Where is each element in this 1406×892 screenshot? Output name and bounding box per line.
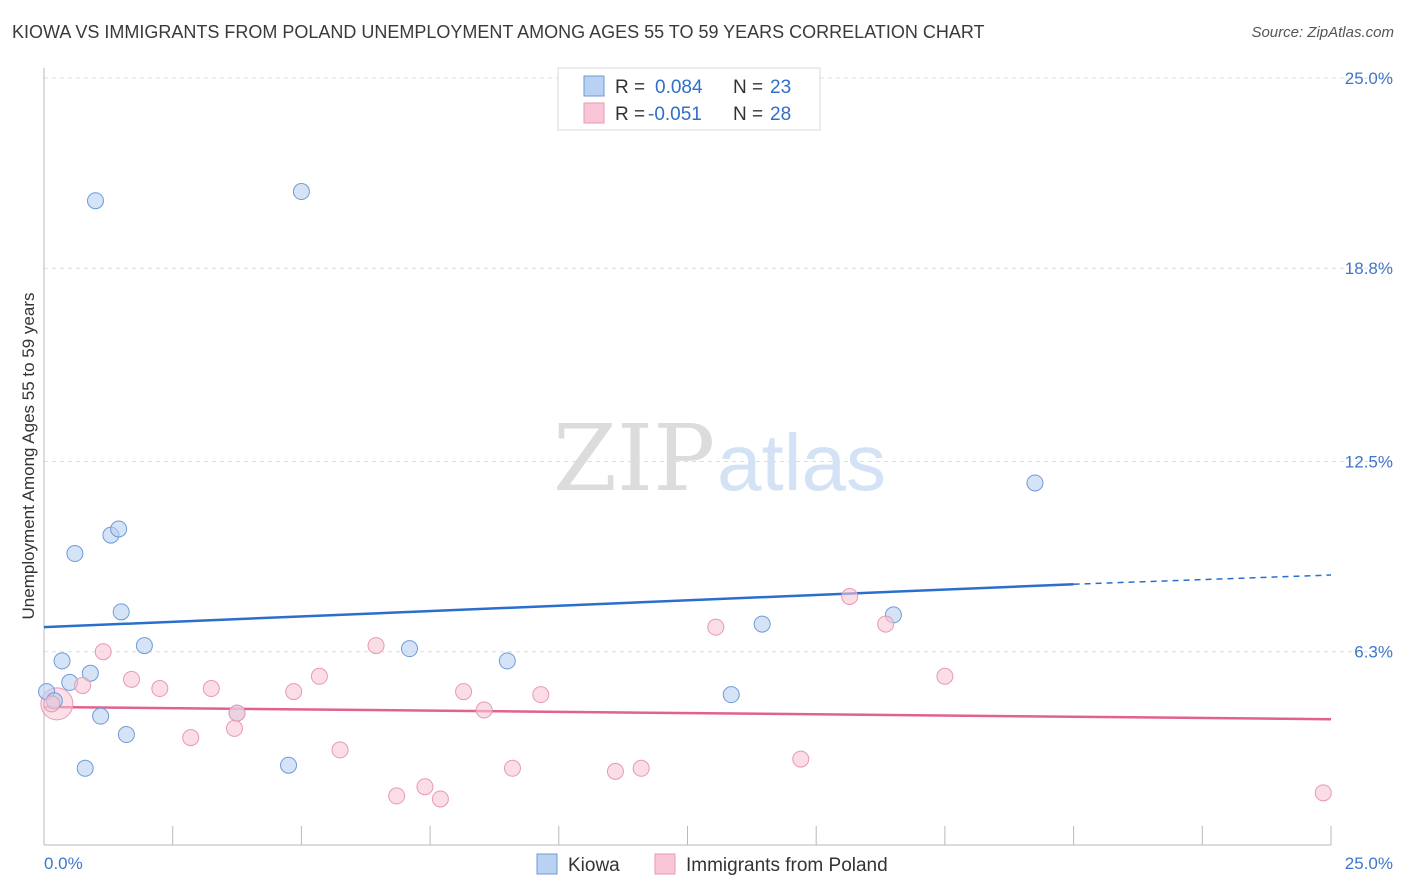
legend-swatch-poland bbox=[583, 102, 605, 124]
data-point-kiowa bbox=[66, 545, 84, 563]
data-point-poland bbox=[455, 683, 473, 701]
legend-swatch-kiowa bbox=[583, 75, 605, 97]
data-point-kiowa bbox=[81, 664, 99, 682]
legend-r-value-poland: -0.051 bbox=[648, 104, 702, 125]
trend-line-poland bbox=[43, 705, 1332, 721]
data-point-kiowa bbox=[76, 759, 94, 777]
legend-r-value-kiowa: 0.084 bbox=[655, 77, 703, 98]
trend-line-kiowa-extension bbox=[1073, 574, 1332, 585]
y-axis-title: Unemployment Among Ages 55 to 59 years bbox=[19, 293, 38, 620]
legend-r-label-poland: R = bbox=[615, 104, 645, 125]
series-legend-swatch-poland bbox=[654, 853, 676, 875]
data-point-kiowa bbox=[117, 726, 135, 744]
data-point-poland bbox=[475, 701, 493, 719]
y-tick-labels: 6.3% 12.5% 18.8% 25.0% bbox=[1345, 69, 1393, 662]
legend-n-value-poland: 28 bbox=[770, 104, 791, 125]
series-legend-label-kiowa: Kiowa bbox=[568, 855, 620, 876]
y-tick-label-1: 12.5% bbox=[1345, 453, 1393, 472]
gridlines bbox=[44, 77, 1393, 653]
chart-title: KIOWA VS IMMIGRANTS FROM POLAND UNEMPLOY… bbox=[12, 22, 985, 42]
data-point-poland bbox=[936, 667, 954, 685]
legend-n-value-kiowa: 23 bbox=[770, 77, 791, 98]
data-point-poland bbox=[182, 729, 200, 747]
data-point-poland bbox=[43, 695, 61, 713]
data-point-poland bbox=[285, 683, 303, 701]
x-tick-label-min: 0.0% bbox=[44, 854, 83, 873]
data-point-poland bbox=[225, 719, 243, 737]
data-point-kiowa bbox=[280, 756, 298, 774]
y-tick-label-0: 6.3% bbox=[1354, 643, 1393, 662]
data-point-poland bbox=[792, 750, 810, 768]
data-point-poland bbox=[94, 643, 112, 661]
y-tick-label-2: 18.8% bbox=[1345, 259, 1393, 278]
data-point-kiowa bbox=[722, 686, 740, 704]
data-point-poland bbox=[367, 637, 385, 655]
data-point-poland bbox=[151, 680, 169, 698]
data-point-kiowa bbox=[53, 652, 71, 670]
source-label: Source: ZipAtlas.com bbox=[1251, 24, 1394, 41]
data-point-poland bbox=[331, 741, 349, 759]
x-ticks bbox=[43, 826, 1332, 845]
data-point-poland bbox=[606, 762, 624, 780]
data-point-kiowa bbox=[753, 615, 771, 633]
legend-r-label-kiowa: R = bbox=[615, 77, 645, 98]
data-point-poland bbox=[202, 680, 220, 698]
y-tick-label-3: 25.0% bbox=[1345, 69, 1393, 88]
data-point-kiowa bbox=[110, 520, 128, 538]
data-point-poland bbox=[532, 686, 550, 704]
legend-n-label-poland: N = bbox=[733, 104, 763, 125]
data-point-poland bbox=[707, 618, 725, 636]
data-point-poland bbox=[228, 704, 246, 722]
data-point-poland bbox=[310, 667, 328, 685]
data-point-poland bbox=[388, 787, 406, 805]
stats-legend: R = 0.084 N = 23 R = -0.051 N = 28 bbox=[557, 67, 821, 131]
x-tick-label-max: 25.0% bbox=[1345, 854, 1393, 873]
data-point-poland bbox=[632, 759, 650, 777]
data-point-poland bbox=[416, 778, 434, 796]
data-point-kiowa bbox=[135, 637, 153, 655]
trend-lines bbox=[43, 574, 1332, 721]
watermark-zip: ZIP bbox=[553, 405, 715, 512]
data-point-poland bbox=[841, 587, 859, 605]
legend-n-label-kiowa: N = bbox=[733, 77, 763, 98]
data-point-kiowa bbox=[112, 603, 130, 621]
data-point-kiowa bbox=[1026, 474, 1044, 492]
data-point-kiowa bbox=[86, 192, 104, 210]
data-points bbox=[38, 183, 1332, 808]
series-legend: Kiowa Immigrants from Poland bbox=[536, 853, 888, 876]
data-point-poland bbox=[1314, 784, 1332, 802]
data-point-kiowa bbox=[401, 640, 419, 658]
data-point-kiowa bbox=[498, 652, 516, 670]
watermark: ZIP atlas bbox=[553, 405, 886, 512]
data-point-poland bbox=[431, 790, 449, 808]
data-point-poland bbox=[123, 670, 141, 688]
series-legend-label-poland: Immigrants from Poland bbox=[686, 855, 888, 876]
data-point-kiowa bbox=[292, 183, 310, 201]
data-point-poland bbox=[877, 615, 895, 633]
data-point-kiowa bbox=[92, 707, 110, 725]
trend-line-kiowa bbox=[43, 582, 1074, 629]
data-point-poland bbox=[503, 759, 521, 777]
watermark-atlas: atlas bbox=[717, 418, 886, 507]
series-legend-swatch-kiowa bbox=[536, 853, 558, 875]
data-point-poland bbox=[74, 676, 92, 694]
